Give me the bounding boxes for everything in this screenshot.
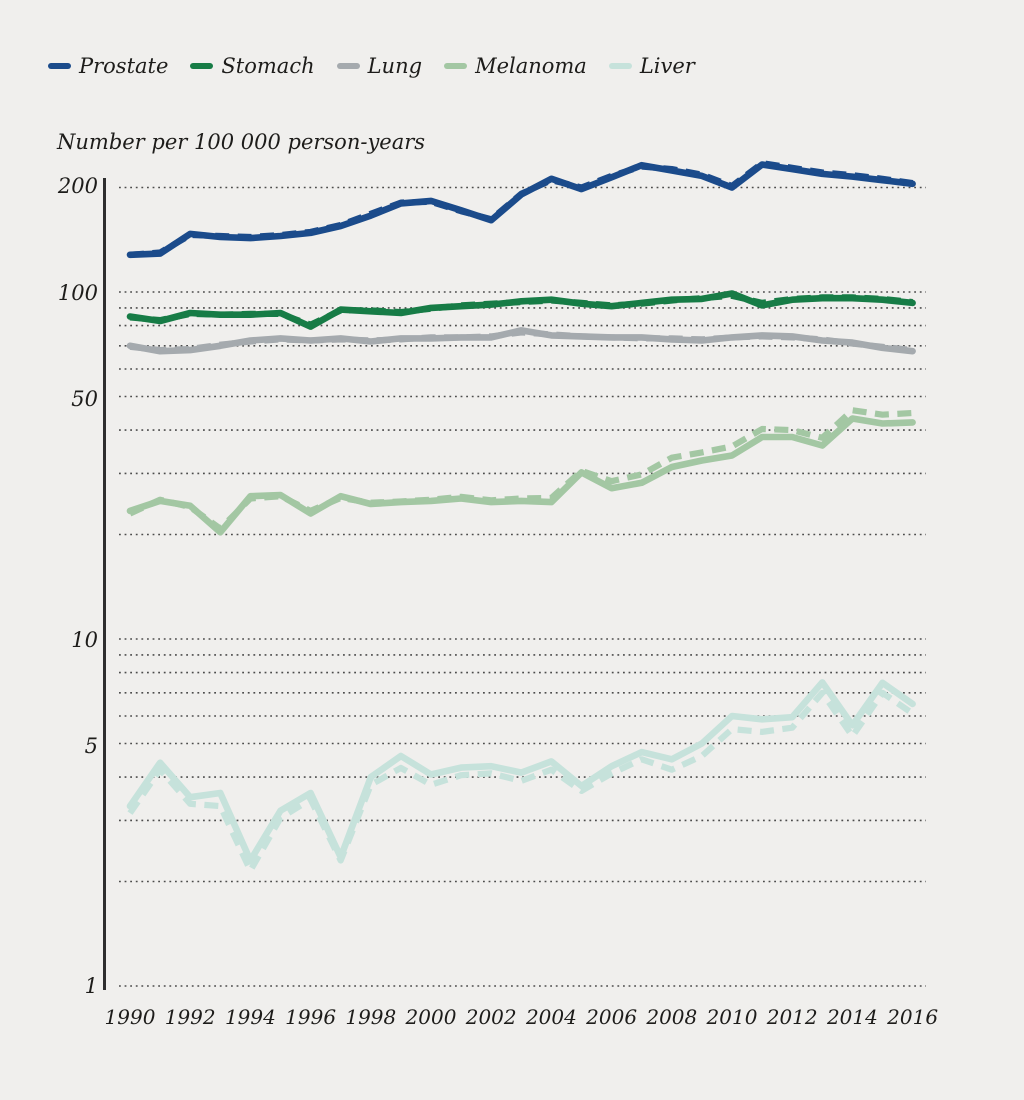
legend-item-liver: Liver xyxy=(608,54,695,78)
legend-label-stomach: Stomach xyxy=(221,54,315,78)
legend-item-prostate: Prostate xyxy=(48,54,168,78)
legend-label-prostate: Prostate xyxy=(79,54,169,78)
series-prostate-dashed-line xyxy=(129,160,914,258)
legend-item-lung: Lung xyxy=(336,54,423,78)
x-tick-label-2010: 2010 xyxy=(706,1005,758,1029)
legend-item-stomach: Stomach xyxy=(190,54,315,78)
liver-line-swatch-icon xyxy=(608,63,632,69)
x-tick-label-2006: 2006 xyxy=(586,1005,638,1029)
y-axis-title: Number per 100 000 person-years xyxy=(57,130,426,154)
chart-legend: Prostate Stomach Lung Melanoma Liver xyxy=(48,54,695,78)
x-tick-label-2000: 2000 xyxy=(405,1005,457,1029)
x-tick-label-2002: 2002 xyxy=(465,1005,517,1029)
series-liver-dashed-line xyxy=(127,689,915,874)
series-stomach-solid-line xyxy=(126,290,916,330)
x-tick-label-2008: 2008 xyxy=(646,1005,698,1029)
x-tick-label-2004: 2004 xyxy=(525,1005,577,1029)
series-melanoma-solid-line xyxy=(126,415,916,536)
legend-label-lung: Lung xyxy=(367,54,423,78)
series-lung-dashed-line xyxy=(129,329,913,354)
y-tick-label-100: 100 xyxy=(57,281,98,305)
y-tick-label-5: 5 xyxy=(84,734,98,758)
x-tick-label-2016: 2016 xyxy=(887,1005,939,1029)
series-stomach-dashed-line xyxy=(129,292,913,328)
x-tick-label-1990: 1990 xyxy=(104,1005,156,1029)
lung-line-swatch-icon xyxy=(336,63,360,69)
legend-label-melanoma: Melanoma xyxy=(475,54,587,78)
y-tick-label-1: 1 xyxy=(84,974,98,998)
x-tick-label-1998: 1998 xyxy=(345,1005,397,1029)
x-axis-tick-labels: 1990 1992 1994 1996 1998 2000 2002 2004 2006 2008… xyxy=(0,1005,1024,1035)
series-melanoma-dashed-line xyxy=(128,407,913,532)
x-tick-label-1994: 1994 xyxy=(224,1005,276,1029)
x-tick-label-1996: 1996 xyxy=(285,1005,337,1029)
y-tick-label-200: 200 xyxy=(57,174,98,198)
y-tick-label-50: 50 xyxy=(71,387,98,411)
melanoma-line-swatch-icon xyxy=(444,63,468,69)
x-tick-label-2012: 2012 xyxy=(766,1005,818,1029)
stomach-line-swatch-icon xyxy=(190,63,214,69)
prostate-line-swatch-icon xyxy=(48,63,71,69)
legend-label-liver: Liver xyxy=(639,54,695,78)
series-liver-solid-line xyxy=(126,679,916,864)
series-prostate-solid-line xyxy=(126,161,916,259)
legend-item-melanoma: Melanoma xyxy=(444,54,587,78)
x-tick-label-2014: 2014 xyxy=(826,1005,878,1029)
y-tick-label-10: 10 xyxy=(71,628,98,652)
x-tick-label-1992: 1992 xyxy=(164,1005,216,1029)
